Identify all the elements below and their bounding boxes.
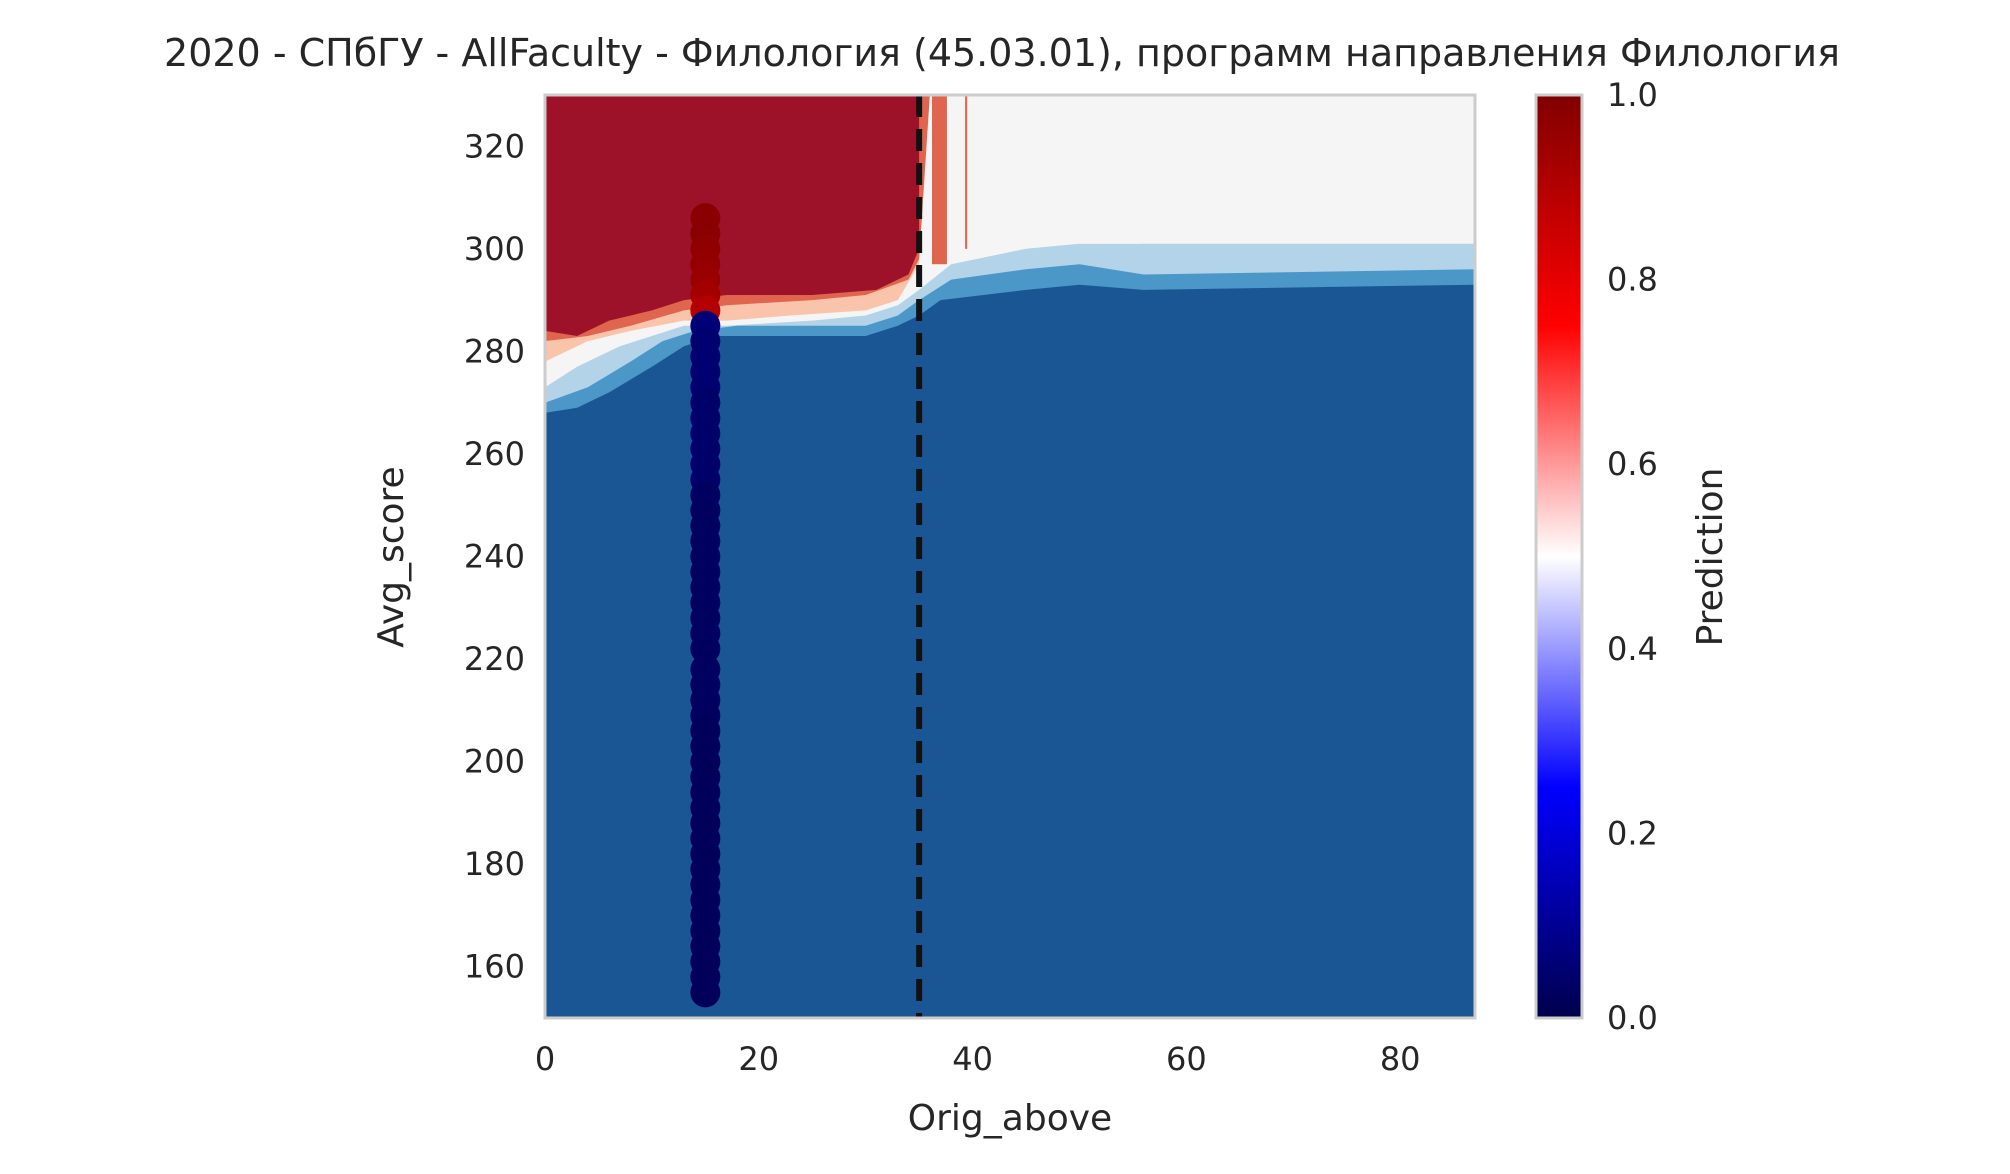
y-tick-label: 200 <box>464 743 525 781</box>
plot-frame <box>543 93 1477 1020</box>
colorbar <box>1534 93 1584 1020</box>
colorbar-tick-label: 0.4 <box>1607 630 1658 668</box>
contour-stripe-0 <box>931 95 947 265</box>
colorbar-tick-label: 0.2 <box>1607 814 1658 852</box>
y-tick-label: 320 <box>464 127 525 165</box>
contour-stripe-1 <box>965 95 968 249</box>
y-tick-label: 220 <box>464 640 525 678</box>
contour-stripe-2 <box>1031 95 1054 244</box>
colorbar-tick-label: 0.0 <box>1607 999 1658 1037</box>
contour-stripe-3 <box>1079 95 1140 244</box>
x-axis-label: Orig_above <box>908 1098 1112 1139</box>
x-tick-label: 40 <box>952 1040 993 1078</box>
y-tick-label: 160 <box>464 948 525 986</box>
y-axis-label: Avg_score <box>371 466 412 647</box>
colorbar-tick-label: 0.8 <box>1607 261 1658 299</box>
colorbar-label: Prediction <box>1690 468 1731 647</box>
x-axis-ticks: 0 20 40 60 80 <box>535 1040 1421 1078</box>
colorbar-tick-label: 0.6 <box>1607 445 1658 483</box>
y-axis-ticks: 160 180 200 220 240 260 280 300 320 <box>464 127 525 985</box>
x-tick-label: 0 <box>535 1040 555 1078</box>
scatter-point <box>690 633 721 664</box>
y-tick-label: 280 <box>464 332 525 370</box>
y-tick-label: 240 <box>464 538 525 576</box>
contour-band-0_9 <box>545 95 1475 336</box>
colorbar-ticks: 0.0 0.2 0.4 0.6 0.8 1.0 <box>1607 76 1658 1037</box>
y-tick-label: 180 <box>464 845 525 883</box>
chart-title: 2020 - СПбГУ - AllFaculty - Филология (4… <box>164 31 1840 75</box>
y-tick-label: 260 <box>464 435 525 473</box>
scatter-point <box>690 977 721 1008</box>
y-tick-label: 300 <box>464 230 525 268</box>
plot-area <box>545 95 1475 1018</box>
x-tick-label: 80 <box>1380 1040 1421 1078</box>
x-tick-label: 20 <box>738 1040 779 1078</box>
colorbar-tick-label: 1.0 <box>1607 76 1658 114</box>
x-tick-label: 60 <box>1166 1040 1207 1078</box>
